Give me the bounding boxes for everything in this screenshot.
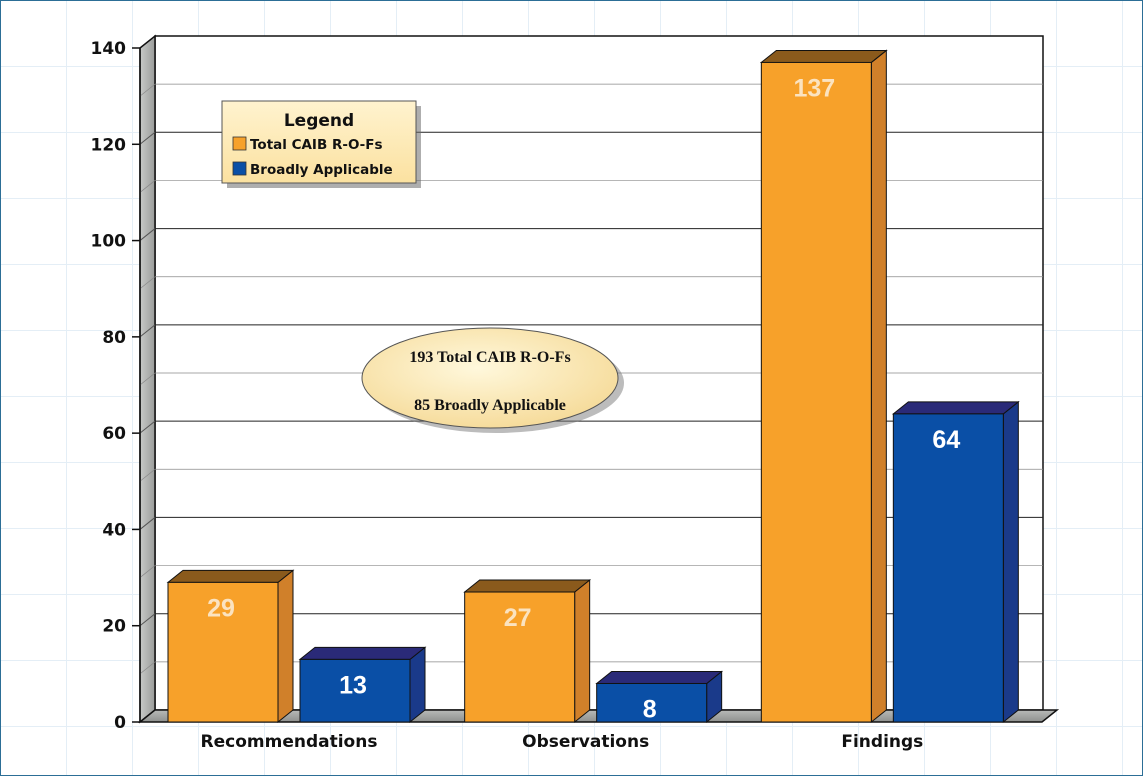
summary-broad: 85 Broadly Applicable [414, 397, 566, 414]
gridline-side [139, 469, 156, 482]
summary-total: 193 Total CAIB R-O-Fs [409, 349, 570, 366]
y-tick-label: 140 [91, 39, 127, 59]
y-tick-label: 60 [102, 424, 126, 444]
gridline-side [139, 131, 156, 145]
bar-value-observations-total: 27 [504, 604, 532, 632]
gridline-side [139, 517, 156, 530]
legend-swatch-broad [232, 161, 247, 176]
bar-value-findings-total: 137 [793, 74, 835, 102]
x-category-label: Findings [841, 732, 923, 752]
gridline-side [139, 420, 156, 434]
y-axis: 0 20 40 60 80 100 120 140 [91, 39, 141, 733]
bar-top-recommendations-total [166, 569, 295, 583]
bar-top-observations-broad [595, 670, 724, 684]
y-tick-label: 100 [91, 232, 127, 252]
gridline-side [139, 228, 156, 241]
bar-value-recommendations-total: 29 [207, 594, 235, 622]
bar-side-observations-total [574, 578, 591, 724]
bar-value-recommendations-broad: 13 [339, 671, 367, 699]
gridline-side [139, 565, 156, 578]
bar-top-observations-total [463, 579, 592, 593]
gridline-side [139, 83, 156, 97]
bar-findings-total [760, 61, 872, 723]
bar-observations-total [464, 591, 576, 723]
bar-side-recommendations-total [277, 569, 294, 724]
y-tick-label: 40 [102, 520, 126, 540]
y-tick-label: 0 [114, 713, 126, 733]
legend-title: Legend [284, 111, 354, 131]
gridline-side [139, 661, 156, 675]
legend-swatch-total [232, 136, 247, 151]
gridline-side [139, 276, 156, 289]
gridline-side [139, 324, 156, 338]
bar-recommendations-total [167, 581, 279, 723]
bar-findings-broad [892, 413, 1004, 723]
bar-recommendations-broad [299, 658, 411, 723]
x-axis: Recommendations Observations Findings [201, 732, 924, 752]
bar-value-observations-broad: 8 [643, 695, 657, 723]
y-tick-label: 120 [91, 135, 127, 155]
bar-value-findings-broad: 64 [932, 426, 960, 454]
gridline-side [139, 180, 156, 193]
gridline-side [139, 372, 156, 386]
bar-top-recommendations-broad [298, 646, 427, 660]
gridline-side [139, 613, 156, 627]
legend-label-broad: Broadly Applicable [250, 162, 393, 178]
bar-side-findings-broad [1002, 400, 1019, 724]
summary-note: 193 Total CAIB R-O-Fs 85 Broadly Applica… [361, 327, 624, 433]
bar-observations-broad [596, 682, 708, 723]
bar-top-findings-broad [891, 401, 1020, 415]
legend-label-total: Total CAIB R-O-Fs [250, 137, 383, 153]
y-tick-label: 20 [102, 617, 126, 637]
bar-side-recommendations-broad [409, 646, 426, 724]
x-category-label: Observations [522, 732, 649, 752]
legend: Legend Total CAIB R-O-Fs Broadly Applica… [221, 100, 421, 188]
bar-top-findings-total [759, 49, 888, 63]
bar-side-findings-total [870, 49, 887, 724]
bars: 29 13 27 8 137 64 [166, 49, 1020, 724]
y-tick-label: 80 [102, 328, 126, 348]
x-category-label: Recommendations [201, 732, 378, 752]
